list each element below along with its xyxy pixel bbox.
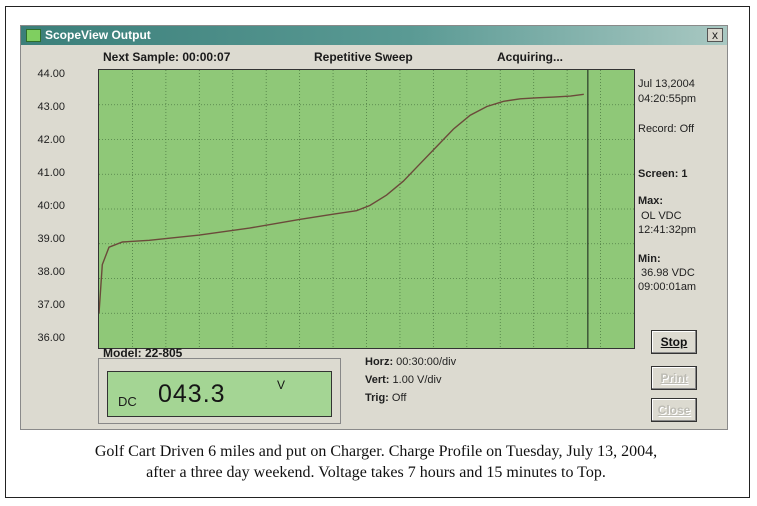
screen-number: Screen: 1 — [638, 168, 688, 180]
meter-mode: DC — [118, 394, 137, 409]
y-tick-label: 42.00 — [37, 134, 65, 146]
y-tick-label: 43.00 — [37, 101, 65, 113]
figure-border — [5, 6, 750, 498]
max-time: 12:41:32pm — [638, 224, 697, 236]
stop-button[interactable]: Stop — [651, 330, 697, 354]
close-button[interactable]: Close — [651, 398, 697, 422]
title-bar[interactable]: ScopeView Output x — [21, 26, 727, 45]
y-tick-label: 38.00 — [37, 266, 65, 278]
vert-key: Vert: — [365, 374, 390, 386]
scope-trace-canvas — [99, 70, 634, 348]
trigger-scale: Trig: Off — [365, 392, 406, 404]
meter-group: DC 043.3 V — [98, 358, 341, 424]
record-status: Record: Off — [638, 123, 695, 135]
model-label: Model: 22-805 — [103, 346, 183, 360]
window-title: ScopeView Output — [45, 28, 151, 42]
meter-display: DC 043.3 V — [107, 371, 332, 417]
meter-reading: 043.3 — [158, 380, 226, 408]
trig-value: Off — [391, 392, 407, 404]
scopeview-window: ScopeView Output x Next Sample: 00:00:07… — [20, 25, 728, 430]
capture-date: Jul 13,2004 — [638, 78, 695, 90]
y-tick-label: 36.00 — [37, 332, 65, 344]
y-tick-label: 40:00 — [37, 200, 65, 212]
max-value: OL VDC — [641, 210, 682, 222]
caption-line-1: Golf Cart Driven 6 miles and put on Char… — [94, 443, 658, 460]
app-icon — [26, 29, 41, 42]
trig-key: Trig: — [365, 392, 389, 404]
voltage-trace — [99, 93, 584, 314]
sweep-mode-status: Repetitive Sweep — [314, 50, 413, 64]
next-sample-status: Next Sample: 00:00:07 — [103, 50, 231, 64]
min-label: Min: — [638, 253, 661, 265]
print-button[interactable]: Print — [651, 366, 697, 390]
horz-scale: Horz: 00:30:00/div — [365, 356, 456, 368]
y-tick-label: 44.00 — [37, 68, 65, 80]
min-time: 09:00:01am — [638, 281, 697, 293]
horz-value: 00:30:00/div — [396, 356, 457, 368]
y-tick-label: 37.00 — [37, 299, 65, 311]
min-value: 36.98 VDC — [641, 267, 695, 279]
acquisition-status: Acquiring... — [497, 50, 563, 64]
close-window-button[interactable]: x — [707, 28, 723, 42]
scope-plot[interactable] — [98, 69, 635, 349]
y-tick-label: 39.00 — [37, 233, 65, 245]
vert-value: 1.00 V/div — [392, 374, 442, 386]
meter-unit: V — [277, 378, 286, 392]
caption-line-2: after a three day weekend. Voltage takes… — [146, 464, 606, 481]
vert-scale: Vert: 1.00 V/div — [365, 374, 441, 386]
capture-time: 04:20:55pm — [638, 93, 697, 105]
y-tick-label: 41.00 — [37, 167, 65, 179]
max-label: Max: — [638, 195, 664, 207]
figure-caption: Golf Cart Driven 6 miles and put on Char… — [20, 441, 732, 483]
horz-key: Horz: — [365, 356, 394, 368]
